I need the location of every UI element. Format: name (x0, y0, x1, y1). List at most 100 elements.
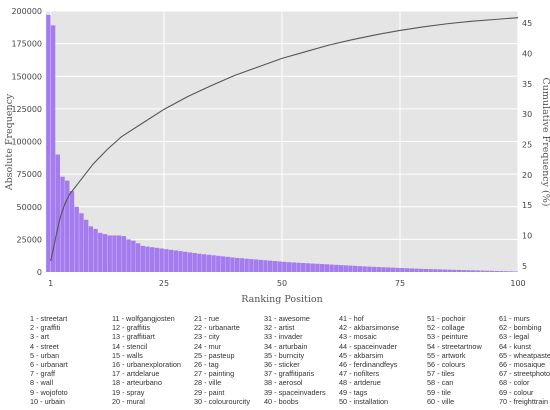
legend-item: 31 - awesome (264, 314, 310, 323)
legend-item: 38 - aerosol (264, 378, 303, 388)
frequency-bar (338, 265, 344, 272)
frequency-bar (470, 270, 476, 272)
legend-item: 6 - urbanart (30, 359, 68, 369)
frequency-bar (159, 248, 164, 272)
frequency-bar (50, 25, 56, 273)
frequency-bar (230, 257, 235, 272)
legend-item: 54 - streetartnow (427, 341, 482, 351)
frequency-bar (267, 260, 273, 272)
frequency-bar (277, 261, 282, 272)
frequency-bar (46, 14, 51, 272)
y-tick-label: 200000 (11, 7, 42, 16)
legend-item: 26 - tag (194, 359, 219, 369)
x-tick-label: 50 (277, 279, 287, 288)
frequency-bar (334, 264, 339, 272)
frequency-bar (168, 249, 174, 272)
left-y-axis-ticks: 0 25000 50000 75000 100000 125000 150000 175000… (11, 7, 42, 277)
bar-series (46, 14, 518, 273)
frequency-bar (371, 266, 377, 272)
y-tick-label: 150000 (11, 72, 42, 81)
y-tick-label: 75000 (17, 170, 42, 179)
frequency-bar (381, 267, 386, 272)
frequency-bar (428, 269, 433, 272)
legend-item: 30 - colourourcity (194, 396, 250, 406)
legend-item: 13 - graffitiart (112, 332, 155, 342)
legend-item: 12 - graffitis (112, 323, 150, 333)
frequency-bar (272, 261, 278, 272)
legend-item: 7 - graff (30, 369, 56, 379)
frequency-bar (452, 269, 457, 272)
frequency-bar (385, 267, 391, 272)
legend-item: 11 - wolfgangjosten (112, 314, 175, 323)
legend-item: 36 - sticker (264, 359, 300, 369)
legend-item: 21 - rue (194, 314, 220, 323)
frequency-bar (225, 256, 230, 272)
frequency-bar (98, 232, 103, 272)
frequency-bar (83, 219, 89, 272)
legend-item: 39 - spaceinvaders (264, 387, 326, 397)
legend-item: 45 - akbarsim (339, 350, 384, 360)
legend-item: 47 - nofilters (339, 369, 380, 379)
frequency-bar (69, 191, 75, 272)
frequency-bar (216, 255, 221, 272)
frequency-bar (475, 270, 481, 272)
frequency-bar (390, 267, 396, 272)
frequency-bar (348, 265, 353, 272)
frequency-bar (131, 240, 136, 272)
x-axis-label: Ranking Position (241, 294, 323, 305)
frequency-bar (513, 271, 518, 272)
frequency-bar (192, 253, 197, 272)
frequency-bar (55, 154, 61, 272)
x-axis-ticks: 1 25 50 75 100 (48, 279, 525, 288)
legend-item: 9 - wojofoto (30, 387, 68, 397)
legend-item: 23 - city (194, 332, 220, 342)
legend-item: 40 - boobs (264, 396, 299, 406)
right-y-axis-ticks: 5 10 15 20 25 30 35 40 45 (522, 19, 532, 271)
frequency-bar (135, 243, 141, 272)
frequency-bar (442, 269, 448, 272)
legend-item: 1 - streetart (30, 314, 68, 323)
legend-item: 63 - legal (499, 332, 530, 342)
legend-item: 66 - mosaique (499, 359, 546, 369)
legend-item: 24 - mur (194, 341, 222, 351)
x-tick-label: 1 (48, 279, 53, 288)
frequency-bar (404, 268, 410, 272)
x-tick-label: 100 (510, 279, 525, 288)
y-tick-label: 125000 (11, 105, 42, 114)
legend-item: 3 - art (30, 332, 50, 342)
frequency-bar (310, 263, 315, 272)
grid-lines (46, 10, 519, 273)
frequency-bar (206, 254, 212, 272)
y-tick-label: 100000 (11, 138, 42, 147)
frequency-bar (503, 271, 509, 272)
frequency-bar (352, 265, 358, 272)
right-y-tick-label: 45 (522, 19, 532, 28)
frequency-bar (286, 262, 292, 272)
legend-item: 28 - ville (194, 378, 222, 388)
frequency-bar (239, 258, 245, 272)
y-axis-label: Absolute Frequency (4, 93, 15, 191)
frequency-bar (319, 264, 325, 272)
legend-item: 8 - wall (30, 378, 54, 388)
frequency-bar (489, 270, 495, 272)
frequency-bar (102, 234, 108, 272)
frequency-bar (433, 269, 438, 272)
legend-item: 64 - kunst (499, 341, 532, 351)
legend-item: 55 - artwork (427, 350, 466, 360)
x-tick-label: 25 (159, 279, 169, 288)
frequency-bar (154, 247, 160, 272)
legend-item: 18 - arteurbano (112, 378, 162, 388)
frequency-bar (296, 262, 301, 272)
legend-item: 5 - urban (30, 350, 60, 360)
frequency-bar (324, 264, 330, 272)
frequency-bar (244, 258, 249, 272)
legend-item: 37 - graffitiparis (264, 369, 315, 379)
legend-item: 57 - tiles (427, 369, 455, 379)
legend-item: 22 - urbanarte (194, 323, 240, 333)
frequency-bar (357, 266, 363, 272)
frequency-bar (126, 239, 131, 272)
frequency-bar (253, 259, 259, 272)
legend-item: 25 - pasteup (194, 350, 235, 360)
legend-item: 58 - can (427, 378, 454, 388)
